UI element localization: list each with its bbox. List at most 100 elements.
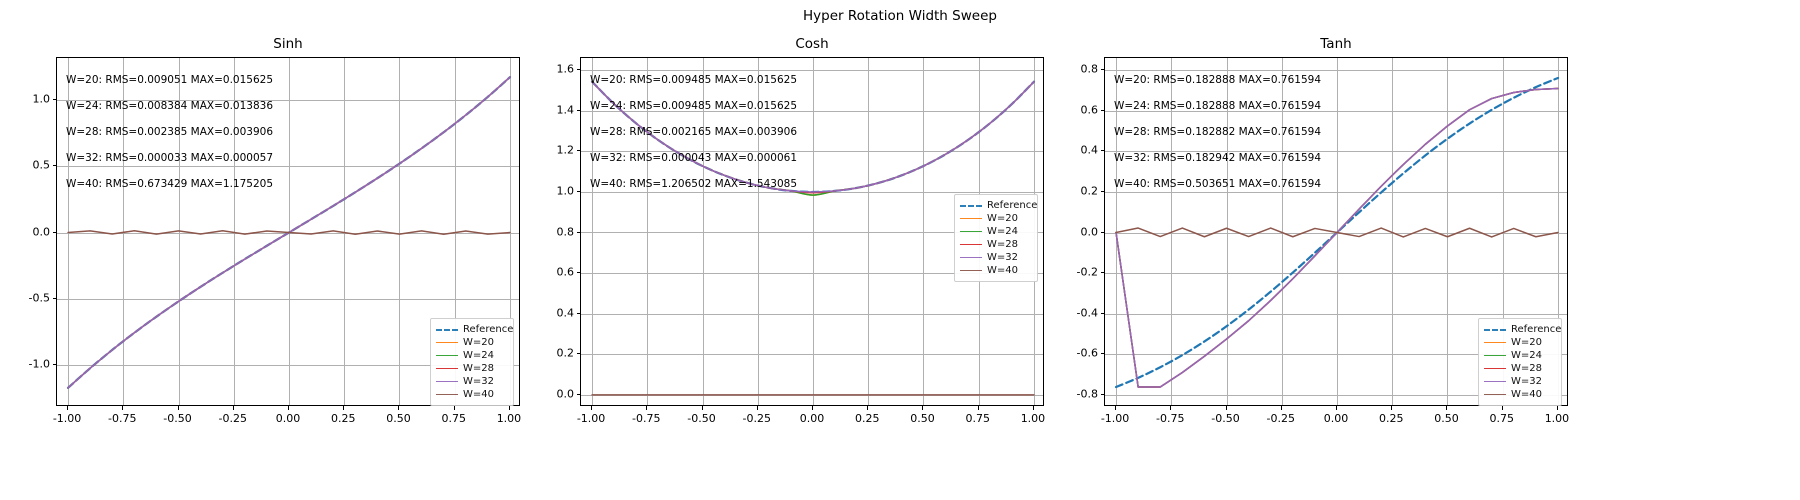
y-tick-label: 1.0 xyxy=(556,184,575,198)
plot-lines xyxy=(590,80,1036,396)
y-tick-label: -0.5 xyxy=(28,291,50,305)
legend-item[interactable]: Reference xyxy=(436,323,513,336)
y-tickmark xyxy=(576,109,580,111)
legend-item[interactable]: W=28 xyxy=(1484,362,1555,375)
x-tick-label: 0.75 xyxy=(965,412,990,425)
legend-item[interactable]: W=40 xyxy=(960,264,1031,277)
legend-item[interactable]: W=32 xyxy=(436,375,507,388)
gridline-vertical xyxy=(68,58,69,405)
y-tick-label: 1.6 xyxy=(556,62,575,76)
gridline-horizontal xyxy=(581,232,1043,233)
error-annotation: W=28: RMS=0.182882 MAX=0.761594 xyxy=(1114,126,1322,138)
legend[interactable]: Reference W=20 W=24 W=28 W=32 W=40 xyxy=(1478,318,1562,406)
y-tick-label: 1.0 xyxy=(32,92,51,106)
gridline-horizontal xyxy=(581,354,1043,355)
series-line xyxy=(1115,227,1559,238)
gridline-horizontal xyxy=(1105,70,1567,71)
legend-item[interactable]: W=40 xyxy=(436,388,507,401)
y-tickmark xyxy=(1100,393,1104,395)
legend-swatch-line-icon xyxy=(436,394,458,395)
legend-item[interactable]: W=20 xyxy=(436,336,507,349)
x-tick-label: 1.00 xyxy=(496,412,522,425)
legend-label: W=24 xyxy=(1511,350,1542,361)
x-tickmark xyxy=(977,406,979,410)
x-tick-label: -0.25 xyxy=(742,412,771,425)
y-tickmark xyxy=(1100,312,1104,314)
x-tick-label: 0.00 xyxy=(799,412,825,425)
legend-label: W=28 xyxy=(1511,363,1542,374)
gridline-vertical xyxy=(758,58,759,405)
legend-item[interactable]: W=20 xyxy=(960,212,1031,225)
legend-swatch-line-icon xyxy=(1484,355,1506,356)
legend[interactable]: Reference W=20 W=24 W=28 W=32 W=40 xyxy=(430,318,514,406)
legend-item[interactable]: Reference xyxy=(960,199,1037,212)
x-tick-label: -0.50 xyxy=(1211,412,1240,425)
legend-item[interactable]: W=24 xyxy=(436,349,507,362)
legend-swatch-line-icon xyxy=(1484,328,1506,331)
legend-swatch-line-icon xyxy=(960,218,982,219)
y-tickmark xyxy=(576,150,580,152)
y-tick-label: 0.0 xyxy=(32,225,51,238)
legend-item[interactable]: W=24 xyxy=(960,225,1031,238)
gridline-horizontal xyxy=(581,151,1043,152)
legend-label: W=32 xyxy=(987,252,1018,263)
y-tick-label: 0.0 xyxy=(556,387,575,401)
y-tick-label: 0.8 xyxy=(1080,62,1099,76)
y-tick-label: 1.2 xyxy=(556,143,575,157)
x-tickmark xyxy=(1032,406,1034,410)
y-tickmark xyxy=(576,312,580,314)
legend-item[interactable]: W=24 xyxy=(1484,349,1555,362)
x-tick-label: 0.25 xyxy=(1378,412,1404,425)
legend[interactable]: Reference W=20 W=24 W=28 W=32 W=40 xyxy=(954,194,1038,282)
x-tick-label: 0.75 xyxy=(1489,412,1514,425)
x-tick-label: 0.00 xyxy=(275,412,301,425)
error-annotation: W=20: RMS=0.009051 MAX=0.015625 xyxy=(66,74,274,86)
legend-item[interactable]: W=32 xyxy=(960,251,1031,264)
x-tickmark xyxy=(1556,406,1558,410)
x-tickmark xyxy=(343,406,345,410)
y-tick-label: 0.8 xyxy=(556,225,575,238)
gridline-horizontal xyxy=(1105,395,1567,396)
x-tick-label: 0.25 xyxy=(330,412,356,425)
x-tickmark xyxy=(1446,406,1448,410)
x-tick-label: 0.50 xyxy=(1434,412,1459,425)
gridline-horizontal xyxy=(1105,273,1567,274)
subplot-title-sinh: Sinh xyxy=(273,36,303,52)
legend-item[interactable]: W=20 xyxy=(1484,336,1555,349)
error-annotation: W=32: RMS=0.182942 MAX=0.761594 xyxy=(1114,152,1322,164)
x-tick-label: -0.75 xyxy=(632,412,661,425)
legend-item[interactable]: Reference xyxy=(1484,323,1561,336)
legend-label: W=20 xyxy=(463,337,494,348)
x-tickmark xyxy=(508,406,510,410)
x-tickmark xyxy=(922,406,924,410)
legend-label: W=24 xyxy=(987,226,1018,237)
legend-swatch-line-icon xyxy=(960,231,982,232)
gridline-vertical xyxy=(868,58,869,405)
x-tick-label: 0.00 xyxy=(1323,412,1349,425)
y-tick-label: 0.0 xyxy=(1080,225,1099,238)
plot-lines xyxy=(66,76,512,389)
y-tickmark xyxy=(52,363,56,365)
y-tickmark xyxy=(576,231,580,233)
gridline-vertical xyxy=(455,58,456,405)
y-tick-label: -0.4 xyxy=(1076,306,1098,320)
subplot-title-tanh: Tanh xyxy=(1320,36,1352,52)
error-annotation: W=28: RMS=0.002165 MAX=0.003906 xyxy=(590,126,798,138)
legend-item[interactable]: W=40 xyxy=(1484,388,1555,401)
legend-item[interactable]: W=32 xyxy=(1484,375,1555,388)
legend-item[interactable]: W=28 xyxy=(436,362,507,375)
legend-label: W=40 xyxy=(987,265,1018,276)
gridline-vertical xyxy=(1116,58,1117,405)
legend-swatch-line-icon xyxy=(960,270,982,271)
legend-label: W=28 xyxy=(987,239,1018,250)
y-tick-label: 0.5 xyxy=(32,158,51,172)
legend-item[interactable]: W=28 xyxy=(960,238,1031,251)
gridline-horizontal xyxy=(57,365,519,366)
gridline-horizontal xyxy=(581,314,1043,315)
x-tickmark xyxy=(1336,406,1337,410)
gridline-vertical xyxy=(123,58,124,405)
y-tickmark xyxy=(1100,231,1104,233)
y-tickmark xyxy=(576,353,580,355)
y-tick-label: -1.0 xyxy=(28,357,50,371)
gridline-vertical xyxy=(1558,58,1559,405)
